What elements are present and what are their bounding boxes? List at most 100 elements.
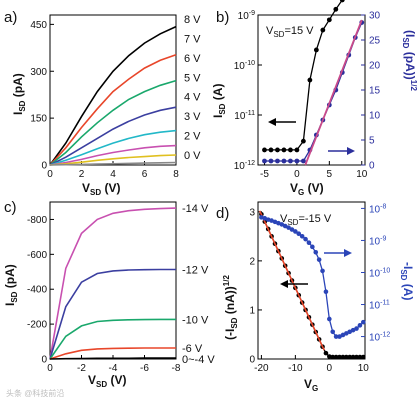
panel-b-data-point — [307, 77, 313, 83]
panel-d-data-point — [286, 225, 291, 230]
panel-c-frame — [49, 201, 177, 360]
panel-b-ytick-right-label: 15 — [369, 86, 381, 97]
panel-b-data-point — [300, 158, 306, 164]
panel-d-ytick-right-label: 10-8 — [369, 203, 386, 215]
panel-d-xlabel: VG — [304, 377, 318, 393]
panel-c-ytick-label: -800 — [27, 215, 47, 226]
panel-d-xtick-label: -10 — [288, 363, 303, 374]
panel-d-data-point — [289, 227, 295, 232]
panel-b-data-point — [320, 27, 326, 33]
panel-b-ytick-right-label: 30 — [369, 11, 381, 22]
panel-a-series-label: 7 V — [184, 33, 201, 45]
panel-a-series-label: 4 V — [184, 92, 201, 104]
panel-a-ytick-label: 450 — [30, 20, 47, 31]
panel-b-ytick-right-label: 0 — [369, 161, 375, 172]
panel-b-series — [262, 0, 365, 166]
panel-b-data-point — [262, 158, 267, 164]
panel-d-data-point — [344, 354, 349, 360]
panel-d-data-point — [316, 257, 322, 262]
panel-b-data-point — [268, 158, 274, 164]
panel-c-series-label: -14 V — [182, 203, 209, 215]
panel-a-xtick-label: 2 — [79, 169, 85, 180]
panel-d-series-line — [260, 214, 364, 358]
panel-b-series-line — [264, 22, 363, 162]
panel-d-ytick-right-label: 10-11 — [369, 300, 390, 312]
panel-d-xtick-label: -20 — [254, 363, 269, 374]
panel-d-right-arrow — [324, 249, 352, 257]
panel-a-xtick-label: 8 — [173, 169, 179, 180]
panel-a-ytick-label: 150 — [30, 114, 47, 125]
panel-b-ylabel-right: (ISD (pA))1/2 — [401, 30, 418, 91]
panel-c-xtick-label: 0 — [47, 363, 53, 374]
panel-b-ytick-label: 10-11 — [234, 110, 255, 122]
panel-d-data-point — [320, 268, 325, 274]
panel-a-series-line — [49, 161, 177, 166]
panel-c-series-line — [49, 268, 176, 360]
panel-c-series-label: -10 V — [182, 314, 209, 326]
panel-a-series-line — [49, 106, 177, 166]
panel-d-data-point — [333, 354, 339, 360]
panel-b-series-line — [264, 0, 344, 151]
panel-b-ytick-right-label: 10 — [369, 111, 381, 122]
panel-a-series-line — [49, 154, 177, 166]
panel-a-ytick-label: 0 — [41, 161, 47, 172]
panel-c-series-line — [49, 207, 177, 360]
panel-c-xtick-label: -4 — [109, 363, 118, 374]
panel-d-ytick-label: 0 — [249, 355, 255, 366]
panel-c-ytick-label: 0 — [41, 355, 47, 366]
panel-a-series-line — [49, 25, 177, 166]
panel-b-ytick-label: 10-12 — [234, 160, 255, 172]
panel-label-b: b) — [216, 9, 229, 26]
panel-c-series-line — [49, 357, 176, 360]
panel-c-series-label: -6 V — [182, 343, 203, 355]
panel-d-ytick-right-label: 10-10 — [369, 267, 390, 279]
panel-c-series: -14 V -12 V -10 V -6 V0~-4 V — [49, 203, 215, 366]
panel-b-data-point — [300, 138, 306, 144]
panel-a-series-line — [49, 53, 177, 166]
panel-d-data-point — [323, 289, 329, 295]
panel-a-series: 8 V 7 V 6 V 5 V 4 V 3 V 2 V 0 V — [49, 14, 201, 166]
panel-c-series-line — [49, 318, 176, 360]
panel-d-ytick-label: 3 — [249, 207, 255, 218]
panel-d-left-arrow — [280, 280, 308, 288]
panel-c-ytick-label: -600 — [27, 250, 47, 261]
panel-c-ytick-label: -400 — [27, 285, 47, 296]
panel-b-right-arrow — [328, 147, 355, 155]
panel-b-xtick-label: 5 — [327, 169, 333, 180]
panel-a-series-line — [49, 144, 177, 166]
panel-b-data-point — [288, 158, 293, 164]
panel-d-data-point — [354, 326, 359, 331]
panel-a-xtick-label: 0 — [47, 169, 53, 180]
panel-d-ytick-right-label: 10-9 — [369, 235, 386, 247]
panel-b-data-point — [275, 158, 280, 164]
panel-b-data-point — [294, 147, 300, 153]
panel-b-annotation: VSD=15 V — [266, 25, 314, 39]
panel-c-xlabel: VSD (V) — [88, 373, 126, 389]
panel-b-left-arrow — [268, 118, 296, 126]
panel-b-data-point — [339, 0, 345, 3]
panel-a-series-label: 2 V — [184, 131, 201, 143]
panel-d-data-point — [303, 236, 308, 242]
panel-d-ytick-label: 1 — [249, 305, 255, 316]
panel-b-data-point — [294, 158, 300, 164]
panel-d-frame — [257, 201, 366, 360]
panel-a-series-label: 8 V — [184, 14, 201, 26]
panel-d-ylabel-left: (-ISD (nA))1/2 — [222, 275, 239, 340]
panel-d-data-point — [361, 354, 366, 360]
panel-d-xtick-label: 0 — [327, 363, 333, 374]
panel-a-ylabel: ISD (pA) — [11, 73, 27, 115]
panel-d-data-point — [327, 354, 332, 359]
panel-b-xlabel: VG (V) — [290, 181, 324, 197]
panel-b-ylabel-left: ISD (A) — [211, 84, 227, 118]
panel-b-data-point — [281, 158, 287, 164]
panel-c-series-label: 0~-4 V — [182, 354, 215, 366]
panel-d-ytick-right-label: 10-12 — [369, 332, 390, 344]
panel-d-xtick-label: 10 — [358, 363, 370, 374]
panel-d-data-point — [354, 354, 359, 360]
panel-b-data-point — [333, 6, 339, 12]
panel-b-xtick-label: -5 — [260, 169, 269, 180]
panel-d-data-point — [357, 354, 363, 360]
panel-b-data-point — [313, 47, 319, 53]
panel-label-d: d) — [216, 205, 229, 222]
